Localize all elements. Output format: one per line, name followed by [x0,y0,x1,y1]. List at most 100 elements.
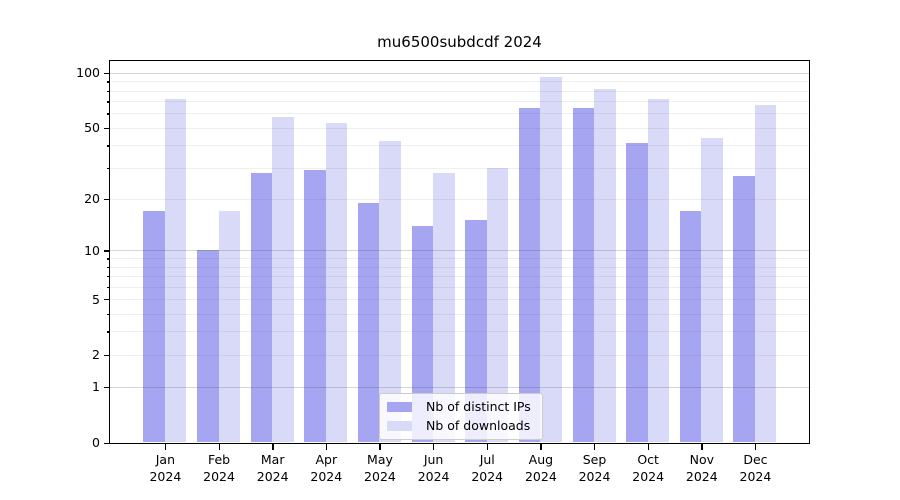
legend-label-downloads: Nb of downloads [426,418,531,433]
bar-downloads [325,123,348,443]
x-tick-label-year: 2024 [417,469,450,484]
x-tick-label-month: Oct [637,452,659,467]
gridline [109,90,809,92]
y-axis-tick [103,72,110,75]
bar-downloads [379,141,401,443]
gridline-decade [109,72,809,74]
x-tick-label-month: Jan [155,452,176,467]
x-tick-label-year: 2024 [256,469,289,484]
x-tick-label: Feb 2024 [187,451,251,485]
y-axis-tick [103,250,110,252]
x-tick-label-month: Sep [582,452,607,467]
x-axis-tick [754,443,757,450]
bar-distinct-ips [197,250,219,443]
y-axis-minor-tick [106,167,110,169]
bar-distinct-ips [733,175,755,443]
x-axis-tick [379,443,381,450]
x-tick-label-month: Nov [689,452,714,467]
bar-downloads [433,172,455,443]
x-tick-label: Oct 2024 [616,451,680,485]
x-tick-label-year: 2024 [149,469,182,484]
y-axis-minor-tick [106,90,110,93]
x-tick-label-month: Aug [528,452,554,467]
bar-distinct-ips [679,211,702,443]
y-tick-label: 50 [84,120,100,136]
x-tick-label-month: Jul [479,452,495,467]
y-axis-minor-tick [106,266,110,268]
gridline [109,331,809,333]
x-axis-tick [594,443,596,450]
x-tick-label-year: 2024 [471,469,504,484]
gridline-decade [109,386,809,388]
gridline [109,198,809,200]
gridline [109,258,809,260]
y-axis-tick [103,198,110,201]
y-axis-minor-tick [106,113,110,115]
y-axis-minor-tick [106,313,110,316]
x-tick-label: Jun 2024 [402,451,466,485]
bar-downloads [701,137,723,443]
legend-swatch-distinct-ips [387,402,412,412]
x-tick-label-month: Apr [315,452,338,467]
bar-distinct-ips [357,202,380,443]
bar-distinct-ips [304,170,326,443]
x-tick-label-year: 2024 [203,469,235,484]
y-tick-label: 10 [84,242,100,258]
gridline-decade [109,250,809,252]
legend-item-downloads: Nb of downloads [387,419,531,433]
x-axis-tick [218,443,220,450]
gridline [109,81,809,83]
legend: Nb of distinct IPs Nb of downloads [379,393,543,440]
x-tick-label-month: Feb [207,452,231,467]
gridline [109,266,809,268]
legend-swatch-downloads [387,421,412,431]
gridline [109,167,809,169]
gridline [109,113,809,115]
x-axis-tick [486,443,489,450]
legend-label-distinct-ips: Nb of distinct IPs [426,399,531,414]
y-tick-label: 100 [76,65,100,81]
x-tick-label: Jul 2024 [455,451,519,485]
x-tick-label: Mar 2024 [241,451,305,485]
x-axis-tick [325,443,328,450]
chart-title: mu6500subdcdf 2024 [377,33,542,51]
y-axis-tick [103,442,110,444]
x-tick-label: Aug 2024 [509,451,573,485]
gridline [109,101,809,103]
y-axis-tick [103,127,110,130]
bar-downloads [594,88,616,443]
x-tick-label-year: 2024 [739,469,772,484]
x-axis-tick [647,443,650,450]
x-tick-label: May 2024 [348,451,412,485]
bar-downloads [540,77,562,443]
y-axis-minor-tick [106,331,110,333]
x-axis-tick [701,443,703,450]
bar-distinct-ips [143,211,165,443]
bar-distinct-ips [518,108,541,443]
x-tick-label-year: 2024 [632,469,665,484]
x-axis-tick [433,443,435,450]
bar-downloads [218,211,241,443]
x-tick-label-year: 2024 [364,469,396,484]
gridline [109,299,809,301]
x-tick-label-year: 2024 [524,469,557,484]
x-tick-label: Apr 2024 [294,451,358,485]
bar-downloads [647,98,670,443]
y-axis-tick [103,386,110,389]
y-axis-minor-tick [106,81,110,83]
bar-distinct-ips [411,225,434,443]
y-axis-minor-tick [106,275,110,278]
bar-downloads [486,167,509,443]
x-tick-label-year: 2024 [310,469,343,484]
gridline [109,127,809,129]
x-tick-label: Jan 2024 [133,451,197,485]
y-axis-tick [103,299,110,301]
y-tick-label: 1 [92,379,100,395]
y-axis-minor-tick [106,101,110,103]
bar-downloads [754,104,777,443]
y-axis-tick [103,354,110,356]
bar-distinct-ips [465,220,487,443]
grid-overlay [109,61,809,443]
y-tick-label: 5 [92,291,100,307]
